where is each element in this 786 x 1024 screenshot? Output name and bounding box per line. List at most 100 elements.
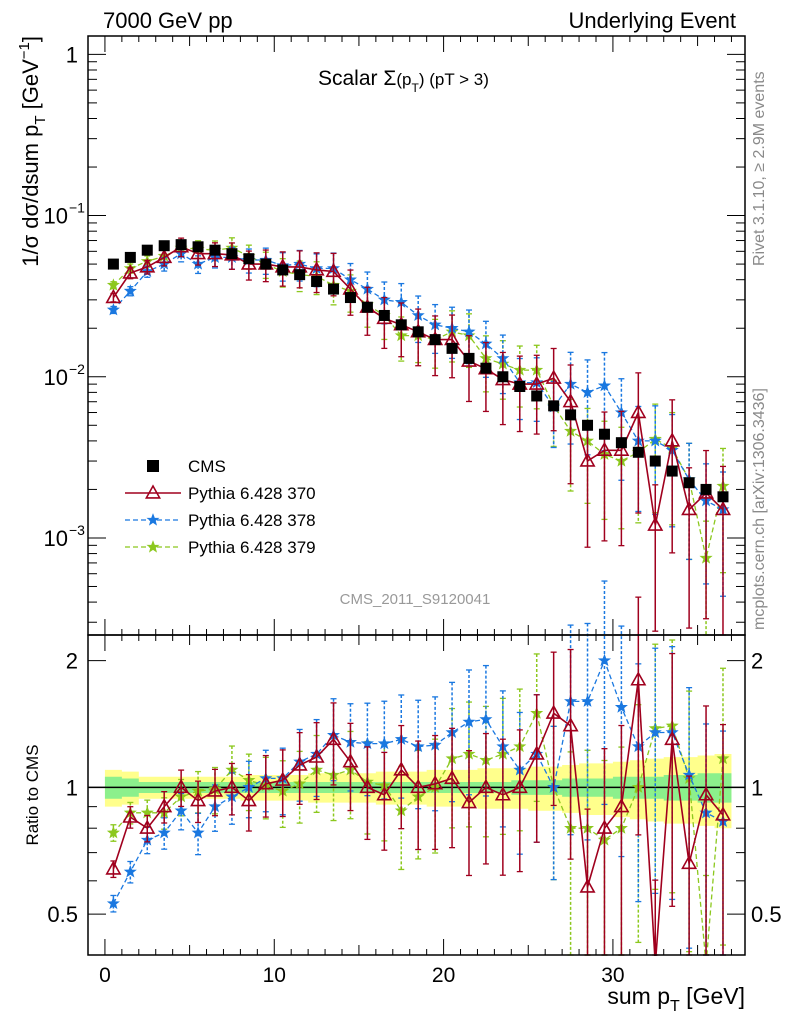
left-margin-mask — [0, 36, 87, 957]
cms-point — [514, 381, 526, 393]
pythia-6-428-370-ratio-point — [190, 792, 207, 807]
pythia-6-428-370-point — [647, 516, 664, 531]
pythia-6-428-370-error-bar — [432, 315, 439, 377]
ratio-axis-title: Ratio to CMS — [23, 744, 42, 845]
cms-point — [344, 292, 356, 304]
x-tick-label: 0 — [99, 964, 111, 987]
pythia-6-428-370-point — [714, 500, 732, 516]
y-tick-label-exponent: −3 — [69, 522, 85, 538]
right-margin-mask — [746, 36, 786, 957]
pythia-6-428-370-error-bar — [635, 372, 642, 514]
pythia-6-428-370-error-bar — [465, 335, 472, 403]
pythia-6-428-370-ratio-point — [613, 798, 630, 813]
pythia-6-428-370-point — [596, 441, 613, 456]
pythia-6-428-370-ratio-point — [206, 782, 224, 797]
legend-marker — [146, 540, 160, 553]
pythia-6-428-378-point — [597, 378, 612, 392]
pythia-6-428-370-ratio-point — [664, 730, 681, 746]
pythia-6-428-370-ratio-point — [173, 778, 190, 794]
pythia-6-428-370-ratio-error-bar — [703, 705, 710, 956]
ratio-y-tick-label: 2 — [66, 649, 78, 674]
pythia-6-428-370-ratio-point — [156, 798, 173, 813]
pythia-6-428-370-ratio-error-bar — [449, 727, 456, 849]
pythia-6-428-370-point — [308, 261, 325, 276]
pythia-6-428-370-ratio-error-bar — [482, 732, 489, 865]
pythia-6-428-370-error-bar — [482, 341, 489, 413]
cms-point — [294, 269, 306, 281]
cms-point — [582, 419, 594, 431]
pythia-6-428-370-error-bar — [703, 449, 710, 620]
pythia-6-428-370-ratio-error-bar — [279, 749, 286, 818]
pythia-6-428-370-point — [139, 258, 156, 273]
pythia-6-428-370-ratio-error-bar — [635, 596, 642, 836]
pythia-6-428-370-ratio-error-bar — [465, 750, 472, 877]
pythia-6-428-379-point — [106, 278, 120, 291]
pythia-6-428-370-ratio-point — [257, 775, 274, 790]
pythia-6-428-370-error-bar — [499, 351, 506, 426]
pythia-6-428-370-ratio-point — [630, 671, 647, 686]
legend-entry: CMS — [147, 457, 226, 476]
y-tick-label: 1 — [66, 42, 78, 67]
cms-point — [192, 241, 204, 253]
pythia-6-428-370-ratio-error-bar — [669, 652, 676, 907]
cms-point — [141, 244, 153, 256]
pythia-6-428-370-point — [630, 403, 647, 419]
pythia-6-428-378-ratio-point — [174, 803, 188, 817]
legend-cms-marker — [147, 460, 159, 472]
pythia-6-428-370-ratio-error-bar — [211, 768, 218, 817]
pythia-6-428-370-error-bar — [550, 347, 557, 432]
pythia-6-428-370-error-bar — [618, 410, 625, 547]
pythia-6-428-370-ratio-error-bar — [262, 754, 269, 818]
pythia-6-428-370-ratio-point — [596, 819, 613, 834]
pythia-6-428-378-ratio-point — [123, 865, 137, 878]
ratio-y-tick-label: 0.5 — [47, 902, 78, 927]
y-tick-label-exponent: −2 — [69, 361, 85, 377]
y-tick-label: 10 — [44, 365, 68, 390]
pythia-6-428-370-point — [681, 500, 698, 516]
ratio-y-tick-label: 1 — [66, 775, 78, 800]
x-tick-label: 30 — [601, 964, 624, 987]
pythia-6-428-370-ratio-point — [562, 717, 579, 732]
cms-point — [361, 301, 373, 313]
pythia-6-428-370-ratio-point — [579, 878, 596, 893]
pythia-6-428-378-ratio-point — [191, 825, 205, 839]
pythia-6-428-370-ratio-point — [545, 704, 562, 719]
pythia-6-428-370-ratio-point — [274, 771, 291, 786]
pythia-6-428-378-ratio-point — [106, 896, 120, 910]
header-right: Underlying Event — [568, 8, 736, 33]
bottom-margin-mask — [0, 956, 786, 1024]
pythia-6-428-370-ratio-error-bar — [313, 722, 320, 801]
legend-label: Pythia 6.428 379 — [188, 538, 316, 557]
cms-point — [277, 264, 289, 276]
pythia-6-428-370-ratio-error-bar — [533, 694, 540, 843]
pythia-6-428-378-point — [123, 284, 137, 297]
pythia-6-428-370-ratio-point — [139, 819, 156, 834]
cms-point — [378, 309, 390, 321]
cms-point — [226, 248, 238, 260]
pythia-6-428-370-ratio-error-bar — [296, 732, 303, 806]
pythia-6-428-370-ratio-point — [122, 808, 139, 823]
legend-label: Pythia 6.428 378 — [188, 511, 316, 530]
pythia-6-428-370-ratio-point — [393, 761, 410, 776]
cms-point — [683, 477, 695, 489]
pythia-6-428-370-error-bar — [516, 355, 523, 433]
pythia-6-428-370-ratio-point — [342, 753, 359, 768]
pythia-6-428-370-ratio-error-bar — [161, 790, 168, 824]
pythia-6-428-370-ratio-point — [698, 786, 715, 801]
pythia-6-428-370-ratio-point — [105, 860, 122, 875]
pythia-6-428-370-ratio-error-bar — [516, 729, 523, 873]
pythia-6-428-370-point — [579, 452, 596, 467]
cms-point — [463, 352, 475, 364]
pythia-6-428-370-ratio-error-bar — [415, 740, 422, 851]
ratio-y-tick-label-right: 2 — [751, 649, 763, 674]
pythia-6-428-370-point — [105, 288, 122, 304]
pythia-6-428-370-ratio-error-bar — [618, 724, 625, 956]
pythia-6-428-370-ratio-point — [511, 778, 528, 794]
pythia-6-428-370-ratio-error-bar — [364, 746, 371, 841]
pythia-6-428-370-point — [613, 441, 630, 456]
cms-point — [175, 239, 187, 251]
header-left: 7000 GeV pp — [103, 8, 233, 33]
cms-point — [615, 437, 627, 449]
plot-title: Scalar Σ(pT) (pT > 3) — [318, 67, 489, 95]
